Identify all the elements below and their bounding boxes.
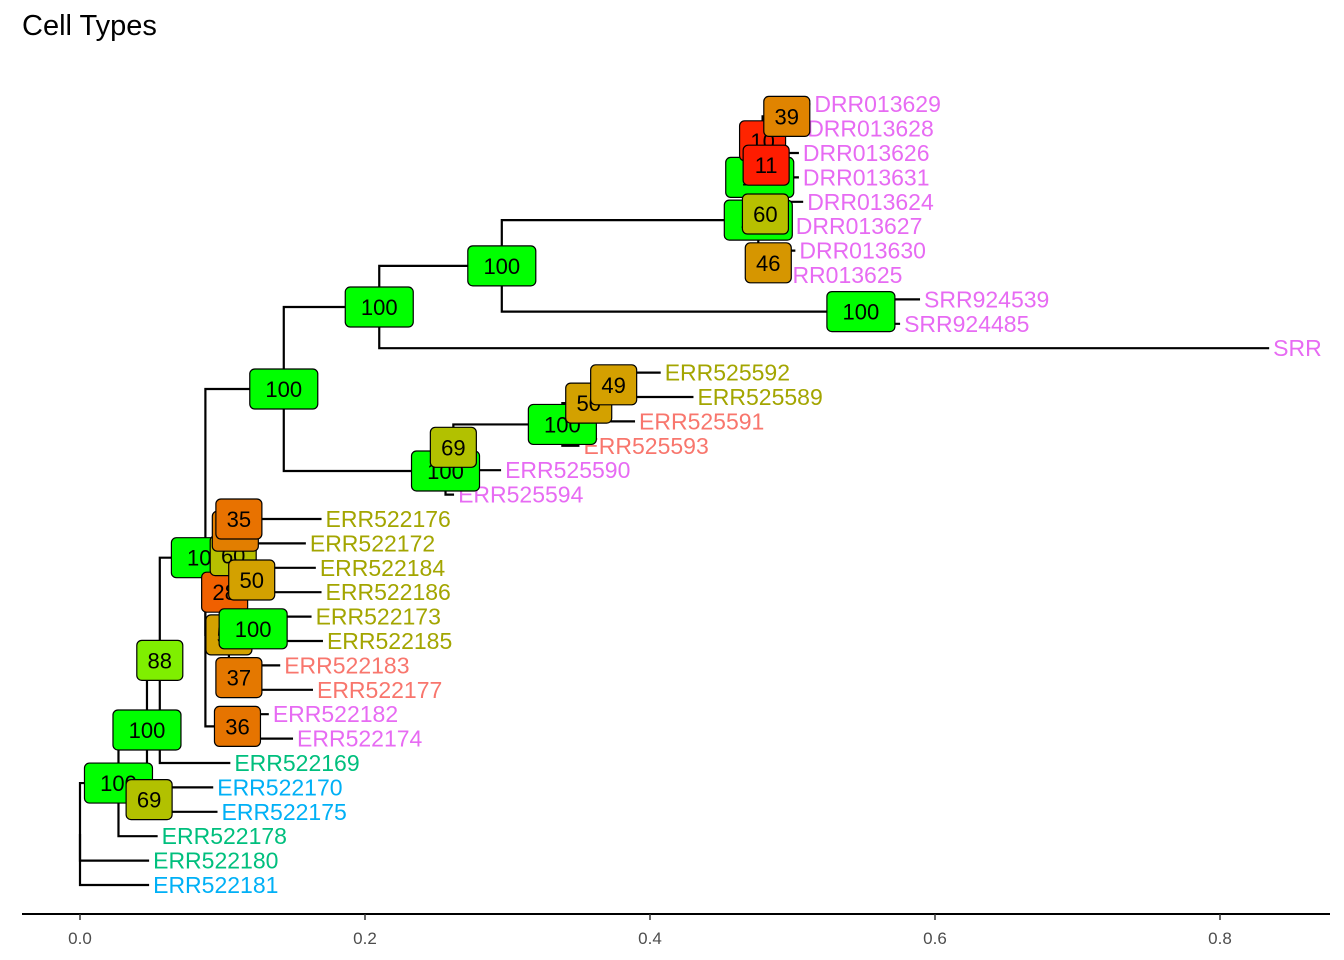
- bootstrap-value: 36: [225, 714, 249, 739]
- tip-label: ERR525589: [697, 384, 822, 410]
- tip-label: ERR522183: [284, 652, 409, 678]
- bootstrap-label-box: [741, 193, 790, 235]
- x-tick-label: 0.4: [638, 929, 662, 948]
- tree-branch: [78, 834, 150, 887]
- bootstrap-label-box: [826, 291, 896, 333]
- tip-label: DRR013630: [799, 238, 926, 264]
- bootstrap-label: 11: [742, 144, 790, 186]
- bootstrap-label-box: [590, 364, 638, 406]
- tip-label: ERR522170: [217, 774, 342, 800]
- tree-branch: [282, 388, 446, 473]
- bootstrap-value: 100: [843, 300, 880, 325]
- x-tick-label: 0.2: [353, 929, 377, 948]
- tip-label: DRR013629: [814, 91, 941, 117]
- bootstrap-label: 60: [741, 193, 790, 235]
- bootstrap-value: 69: [441, 435, 465, 460]
- bootstrap-label: 100: [344, 286, 414, 328]
- x-tick-label: 0.0: [68, 929, 92, 948]
- bootstrap-label: 36: [213, 705, 262, 748]
- tip-label: ERR522184: [320, 555, 446, 581]
- tip-label: ERR522180: [153, 848, 278, 874]
- tip-label: ERR522174: [297, 726, 423, 752]
- bootstrap-label: 39: [763, 95, 811, 138]
- bootstrap-label: 100: [112, 709, 182, 751]
- bootstrap-label: 100: [249, 368, 319, 410]
- bootstrap-label: 69: [429, 426, 477, 468]
- tip-label: SRR: [1273, 335, 1322, 361]
- tree-branch: [158, 660, 231, 765]
- bootstrap-label-box: [215, 656, 263, 699]
- tip-label: ERR522173: [316, 604, 441, 630]
- bootstrap-label-box: [228, 559, 276, 601]
- bootstrap-label-box: [344, 286, 414, 328]
- bootstrap-value: 39: [775, 104, 799, 129]
- tip-label: ERR522172: [310, 530, 435, 556]
- bootstrap-label: 100: [218, 608, 288, 650]
- tip-label: SRR924539: [924, 286, 1049, 312]
- bootstrap-label-box: [763, 95, 811, 138]
- bootstrap-value: 60: [753, 202, 777, 227]
- bootstrap-label: 100: [467, 245, 537, 287]
- bootstrap-label-box: [112, 709, 182, 751]
- bootstrap-value: 50: [239, 568, 263, 593]
- tree-branch: [378, 307, 1270, 350]
- chart-title: Cell Types: [22, 10, 157, 42]
- bootstrap-label: 69: [125, 778, 173, 821]
- x-tick-label: 0.6: [923, 929, 947, 948]
- bootstrap-label: 49: [590, 364, 638, 406]
- bootstrap-label: 50: [228, 559, 276, 601]
- bootstrap-label: 35: [215, 498, 263, 540]
- bootstrap-value: 46: [756, 251, 780, 276]
- bootstrap-label-box: [249, 368, 319, 410]
- bootstrap-label-box: [742, 144, 790, 186]
- tip-label: ERR522186: [326, 579, 451, 605]
- bootstrap-label-box: [125, 778, 173, 821]
- tip-label: DRR013627: [796, 213, 923, 239]
- bootstrap-label-box: [136, 639, 184, 681]
- tip-label: ERR525590: [505, 457, 630, 483]
- tip-label: ERR525591: [639, 408, 764, 434]
- bootstrap-value: 69: [137, 788, 161, 813]
- bootstrap-value: 35: [227, 507, 251, 532]
- tip-label: DRR013624: [807, 189, 934, 215]
- tip-label: DRR013628: [807, 116, 934, 142]
- tip-label: ERR522182: [273, 701, 398, 727]
- bootstrap-value: 100: [235, 617, 272, 642]
- tip-label: ERR525593: [583, 433, 708, 459]
- bootstrap-label: 100: [826, 291, 896, 333]
- tip-label: ERR522178: [162, 823, 287, 849]
- bootstrap-value: 88: [148, 648, 172, 673]
- tip-label: DRR013626: [803, 140, 930, 166]
- tree-branch: [78, 834, 150, 862]
- bootstrap-value: 37: [227, 666, 251, 691]
- tip-label: ERR522181: [153, 872, 278, 898]
- tip-label: DRR013631: [803, 164, 930, 190]
- tip-label: ERR522169: [234, 750, 359, 776]
- bootstrap-label-box: [218, 608, 288, 650]
- bootstrap-value: 100: [361, 295, 398, 320]
- bootstrap-label-box: [467, 245, 537, 287]
- tip-label: ERR525592: [665, 360, 790, 386]
- tip-label: ERR522185: [327, 628, 452, 654]
- bootstrap-value: 100: [483, 254, 520, 279]
- tip-label: DRR013625: [776, 262, 903, 288]
- bootstrap-label-box: [215, 498, 263, 540]
- x-tick-label: 0.8: [1208, 929, 1232, 948]
- bootstrap-label: 88: [136, 639, 184, 681]
- bootstrap-value: 100: [265, 377, 302, 402]
- bootstrap-label: 37: [215, 656, 263, 699]
- tip-label: ERR522177: [317, 677, 442, 703]
- tip-label: SRR924485: [904, 311, 1029, 337]
- tip-label: ERR522175: [222, 799, 347, 825]
- bootstrap-label-box: [744, 242, 792, 284]
- tip-label: ERR522176: [326, 506, 451, 532]
- tree-branch: [500, 219, 759, 266]
- bootstrap-value: 100: [129, 718, 166, 743]
- bootstrap-value: 11: [755, 153, 778, 178]
- bootstrap-label-box: [213, 705, 262, 748]
- bootstrap-label-box: [429, 426, 477, 468]
- bootstrap-value: 49: [601, 373, 625, 398]
- bootstrap-label: 46: [744, 242, 792, 284]
